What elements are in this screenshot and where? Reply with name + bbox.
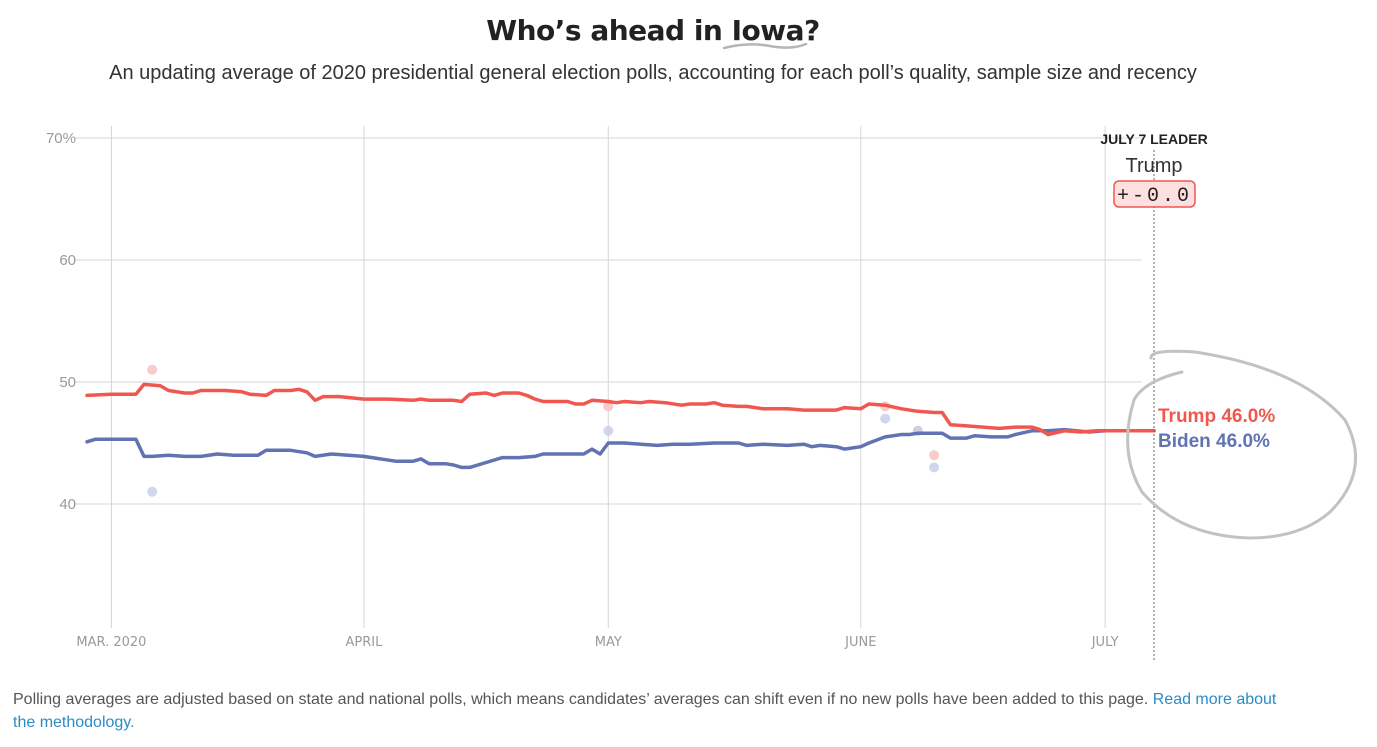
y-tick-label: 70% [46,130,76,147]
leader-heading: JULY 7 LEADER [1100,131,1207,147]
series-line-biden [85,427,1156,470]
methodology-footnote: Polling averages are adjusted based on s… [13,688,1303,734]
biden-end-label: Biden 46.0% [1158,431,1270,452]
y-tick-label: 40 [59,496,76,513]
poll-average-chart: 70% 60 50 40 MAR. 2020 APRIL MAY JUNE JULY JULY … [46,42,1358,660]
handwritten-circle [1126,349,1358,540]
page-subtitle: An updating average of 2020 presidential… [109,62,1197,84]
leader-margin: +-0.0 [1117,185,1192,208]
footnote-text: Polling averages are adjusted based on s… [13,691,1149,708]
leader-name: Trump [1125,155,1182,177]
poll-dot [603,425,614,436]
grid-layer: 70% 60 50 40 MAR. 2020 APRIL MAY JUNE JULY [46,126,1142,650]
poll-dot [603,401,614,412]
methodology-link[interactable]: Read more about the methodology. [13,691,1277,731]
poll-dot [147,486,158,497]
trump-end-label: Trump 46.0% [1158,406,1275,427]
x-tick-label: MAR. 2020 [76,635,146,650]
y-tick-label: 60 [59,252,76,269]
page-title: Who’s ahead in Iowa? [486,14,820,47]
y-tick-label: 50 [59,374,76,391]
poll-dot [147,364,158,375]
poll-dots-layer [147,364,940,497]
poll-dot [880,413,891,424]
poll-dot [929,450,940,461]
x-tick-label: JUNE [844,635,876,650]
x-tick-label: MAY [595,635,622,650]
leader-margin-box [1113,180,1196,208]
x-tick-label: APRIL [346,635,384,650]
poll-dot [929,462,940,473]
series-line-trump [85,382,1156,437]
series-lines-layer [85,382,1156,470]
handwritten-underline [722,42,808,50]
x-tick-label: JULY [1091,635,1119,650]
